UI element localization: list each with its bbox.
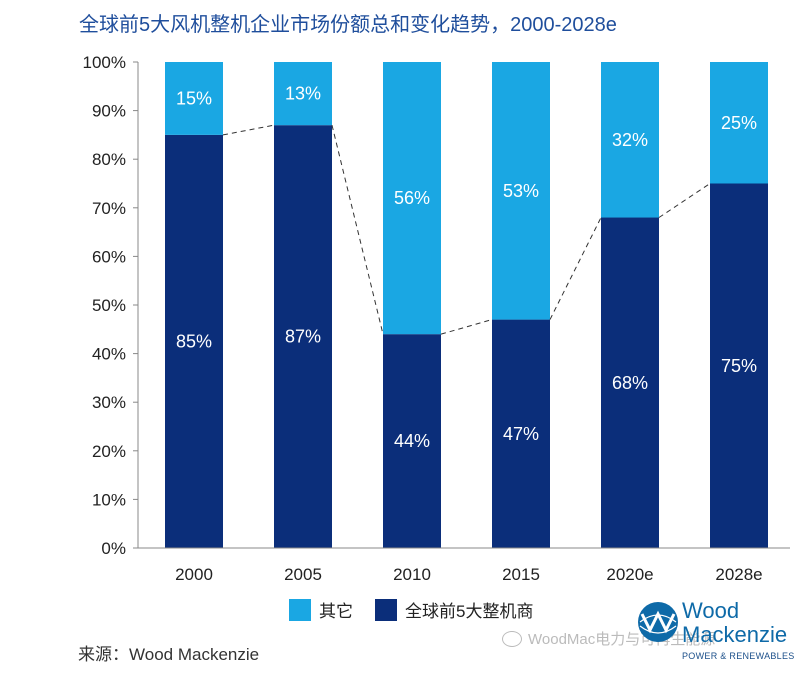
bar-other-2000	[165, 62, 223, 135]
wechat-icon	[502, 630, 522, 647]
bar-other-2010	[383, 62, 441, 335]
globe-logo-icon	[638, 602, 678, 642]
legend-swatch-top5	[375, 598, 397, 621]
y-tick-label: 50%	[92, 296, 126, 315]
x-axis: 2000 2005 2010 2015 2020e 2028e	[138, 547, 790, 584]
y-tick-label: 0%	[101, 539, 126, 558]
data-label-top5-2020e: 68%	[612, 373, 648, 393]
data-label-other-2010: 56%	[394, 188, 430, 208]
y-tick-label: 30%	[92, 393, 126, 412]
data-label-other-2005: 13%	[285, 84, 321, 104]
x-tick-label-2020e: 2020e	[606, 565, 653, 584]
trend-line	[222, 124, 711, 335]
x-tick-label-2015: 2015	[502, 565, 540, 584]
bar-other-2005	[274, 62, 332, 126]
trend-segment	[658, 183, 711, 218]
data-label-top5-2015: 47%	[503, 424, 539, 444]
x-tick-label-2000: 2000	[175, 565, 213, 584]
data-label-top5-2000: 85%	[176, 331, 212, 351]
data-label-top5-2010: 44%	[394, 431, 430, 451]
y-tick-label: 90%	[92, 102, 126, 121]
data-label-other-2015: 53%	[503, 181, 539, 201]
bar-top5-2010	[383, 334, 441, 548]
data-label-top5-2028e: 75%	[721, 356, 757, 376]
brand-name-line2: Mackenzie	[682, 622, 788, 647]
bar-top5-2005	[274, 125, 332, 549]
legend: 其它 全球前5大整机商	[289, 597, 555, 622]
x-tick-label-2010: 2010	[393, 565, 431, 584]
y-tick-label: 40%	[92, 345, 126, 364]
bar-top5-2020e	[601, 217, 659, 548]
y-tick-label: 100%	[83, 53, 126, 72]
trend-segment	[222, 124, 275, 136]
trend-segment	[549, 217, 602, 320]
y-tick-label: 10%	[92, 490, 126, 509]
bar-top5-2028e	[710, 183, 768, 548]
bar-other-2015	[492, 62, 550, 320]
legend-item-top5: 全球前5大整机商	[375, 597, 533, 622]
data-label-other-2020e: 32%	[612, 130, 648, 150]
stacked-bar-chart: 0% 10% 20% 30% 40% 50% 60% 70% 80% 90% 100% 85% 15%…	[83, 53, 790, 584]
bar-top5-2000	[165, 134, 223, 548]
chart-title: 全球前5大风机整机企业市场份额总和变化趋势，2000-2028e	[79, 14, 617, 36]
source-note: 来源：Wood Mackenzie	[78, 645, 260, 664]
x-tick-label-2005: 2005	[284, 565, 322, 584]
brand-subtitle: POWER & RENEWABLES	[682, 651, 795, 661]
legend-label-top5: 全球前5大整机商	[405, 602, 534, 621]
x-tick-label-2028e: 2028e	[715, 565, 762, 584]
legend-swatch-other	[289, 598, 311, 621]
bar-other-2028e	[710, 62, 768, 184]
y-tick-label: 60%	[92, 247, 126, 266]
brand-name-line1: Wood	[682, 598, 740, 623]
trend-segment	[440, 319, 493, 335]
data-label-other-2028e: 25%	[721, 113, 757, 133]
bar-top5-2015	[492, 319, 550, 548]
bar-other-2020e	[601, 62, 659, 218]
y-tick-label: 80%	[92, 150, 126, 169]
data-label-other-2000: 15%	[176, 88, 212, 108]
y-tick-label: 20%	[92, 442, 126, 461]
y-tick-label: 70%	[92, 199, 126, 218]
data-label-top5-2005: 87%	[285, 327, 321, 347]
legend-label-other: 其它	[319, 602, 353, 621]
legend-item-other: 其它	[289, 597, 353, 622]
trend-segment	[331, 125, 384, 335]
brand-logo: Wood Mackenzie POWER & RENEWABLES	[636, 598, 800, 668]
y-axis: 0% 10% 20% 30% 40% 50% 60% 70% 80% 90% 100%	[83, 53, 139, 558]
bars: 85% 15% 87% 13% 44% 56% 47% 53% 68% 32% 75% 25%	[165, 62, 768, 549]
